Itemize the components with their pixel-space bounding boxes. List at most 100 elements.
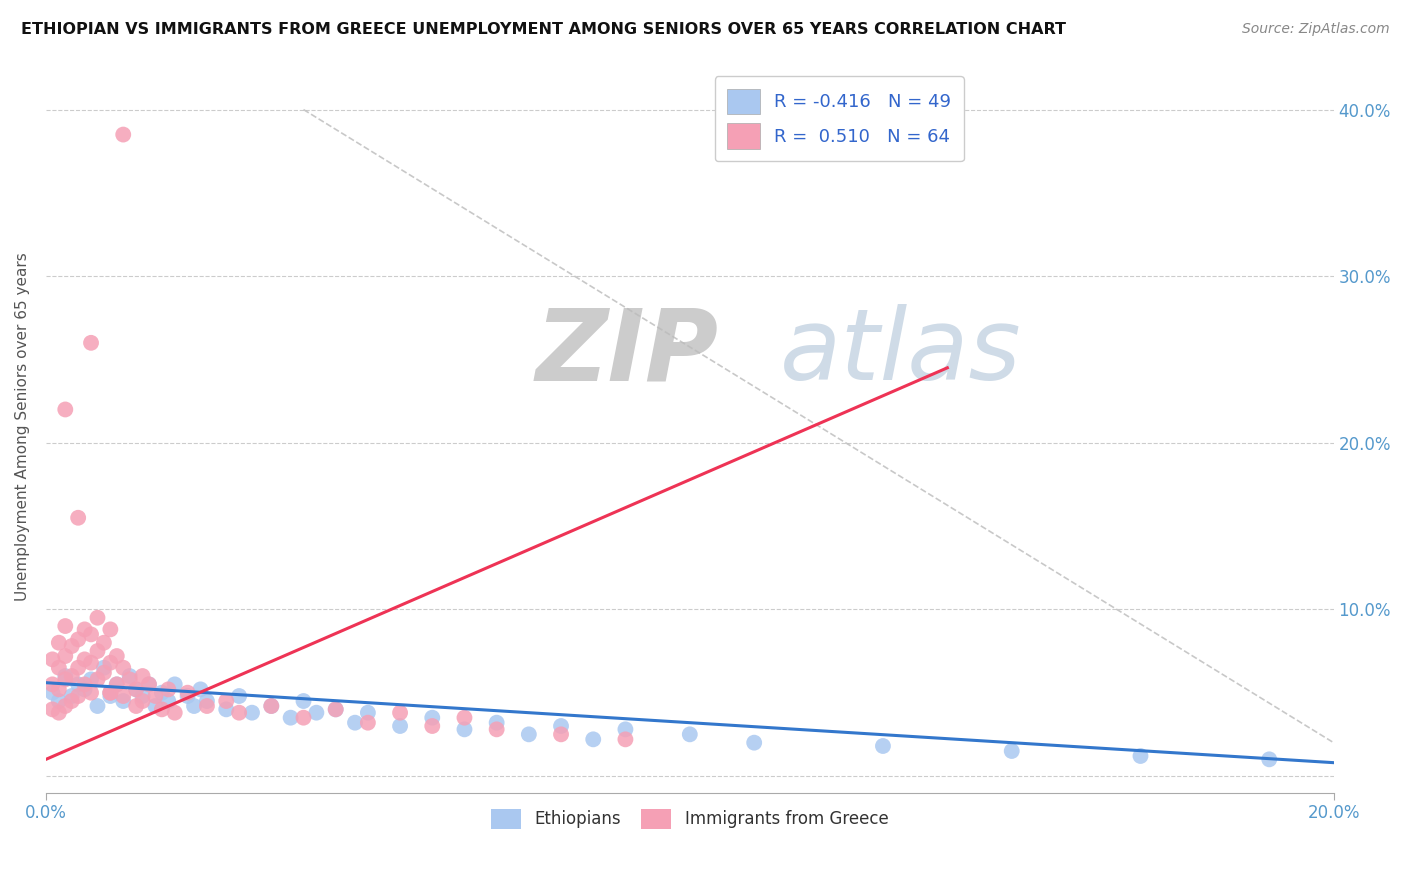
Point xyxy=(163,706,186,720)
Point xyxy=(93,665,115,680)
Point xyxy=(453,723,475,737)
Point xyxy=(86,644,108,658)
Point xyxy=(215,694,238,708)
Point xyxy=(67,689,90,703)
Point xyxy=(150,686,173,700)
Point xyxy=(48,636,70,650)
Point xyxy=(41,702,63,716)
Point xyxy=(53,673,76,687)
Point xyxy=(292,694,315,708)
Point xyxy=(190,682,212,697)
Point xyxy=(67,677,90,691)
Point xyxy=(517,727,540,741)
Point xyxy=(420,711,443,725)
Point xyxy=(389,706,412,720)
Point xyxy=(86,611,108,625)
Point xyxy=(195,694,218,708)
Point xyxy=(53,402,76,417)
Point xyxy=(614,732,637,747)
Point xyxy=(118,673,141,687)
Point xyxy=(357,706,380,720)
Point xyxy=(41,677,63,691)
Point xyxy=(73,623,96,637)
Point xyxy=(485,723,508,737)
Point xyxy=(67,510,90,524)
Point xyxy=(125,699,148,714)
Point xyxy=(138,677,160,691)
Point xyxy=(105,648,128,663)
Point xyxy=(389,719,412,733)
Point xyxy=(53,669,76,683)
Point xyxy=(98,686,121,700)
Point xyxy=(86,673,108,687)
Point xyxy=(150,702,173,716)
Point xyxy=(93,661,115,675)
Point xyxy=(614,723,637,737)
Point xyxy=(176,689,198,703)
Point xyxy=(550,727,572,741)
Point xyxy=(228,706,250,720)
Point xyxy=(80,335,103,350)
Point xyxy=(125,682,148,697)
Point xyxy=(112,689,135,703)
Point xyxy=(138,677,160,691)
Point xyxy=(48,682,70,697)
Legend: Ethiopians, Immigrants from Greece: Ethiopians, Immigrants from Greece xyxy=(485,802,896,836)
Point xyxy=(240,706,263,720)
Point xyxy=(280,711,302,725)
Point xyxy=(105,677,128,691)
Point xyxy=(292,711,315,725)
Point xyxy=(60,689,83,703)
Point xyxy=(1258,752,1281,766)
Point xyxy=(420,719,443,733)
Text: Source: ZipAtlas.com: Source: ZipAtlas.com xyxy=(1241,22,1389,37)
Point xyxy=(48,706,70,720)
Point xyxy=(60,639,83,653)
Point xyxy=(41,652,63,666)
Point xyxy=(131,669,153,683)
Point xyxy=(157,694,180,708)
Text: ZIP: ZIP xyxy=(536,304,718,401)
Point xyxy=(550,719,572,733)
Text: atlas: atlas xyxy=(780,304,1022,401)
Point xyxy=(112,661,135,675)
Point xyxy=(53,648,76,663)
Point xyxy=(98,656,121,670)
Point xyxy=(67,632,90,647)
Point xyxy=(157,682,180,697)
Point xyxy=(325,702,347,716)
Point xyxy=(73,682,96,697)
Point xyxy=(60,669,83,683)
Point xyxy=(872,739,894,753)
Point xyxy=(112,128,135,142)
Point xyxy=(80,686,103,700)
Point xyxy=(86,699,108,714)
Point xyxy=(163,677,186,691)
Point xyxy=(260,699,283,714)
Point xyxy=(48,694,70,708)
Point xyxy=(67,661,90,675)
Point xyxy=(118,669,141,683)
Point xyxy=(98,623,121,637)
Point xyxy=(145,699,167,714)
Point xyxy=(582,732,605,747)
Point xyxy=(105,677,128,691)
Point xyxy=(742,736,765,750)
Point xyxy=(1001,744,1024,758)
Point xyxy=(73,652,96,666)
Point xyxy=(305,706,328,720)
Point xyxy=(93,636,115,650)
Point xyxy=(98,689,121,703)
Point xyxy=(131,689,153,703)
Point xyxy=(80,673,103,687)
Point xyxy=(125,682,148,697)
Point xyxy=(48,661,70,675)
Point xyxy=(131,694,153,708)
Point xyxy=(80,627,103,641)
Point xyxy=(98,686,121,700)
Point xyxy=(73,677,96,691)
Point xyxy=(260,699,283,714)
Text: ETHIOPIAN VS IMMIGRANTS FROM GREECE UNEMPLOYMENT AMONG SENIORS OVER 65 YEARS COR: ETHIOPIAN VS IMMIGRANTS FROM GREECE UNEM… xyxy=(21,22,1066,37)
Point xyxy=(41,686,63,700)
Point xyxy=(195,699,218,714)
